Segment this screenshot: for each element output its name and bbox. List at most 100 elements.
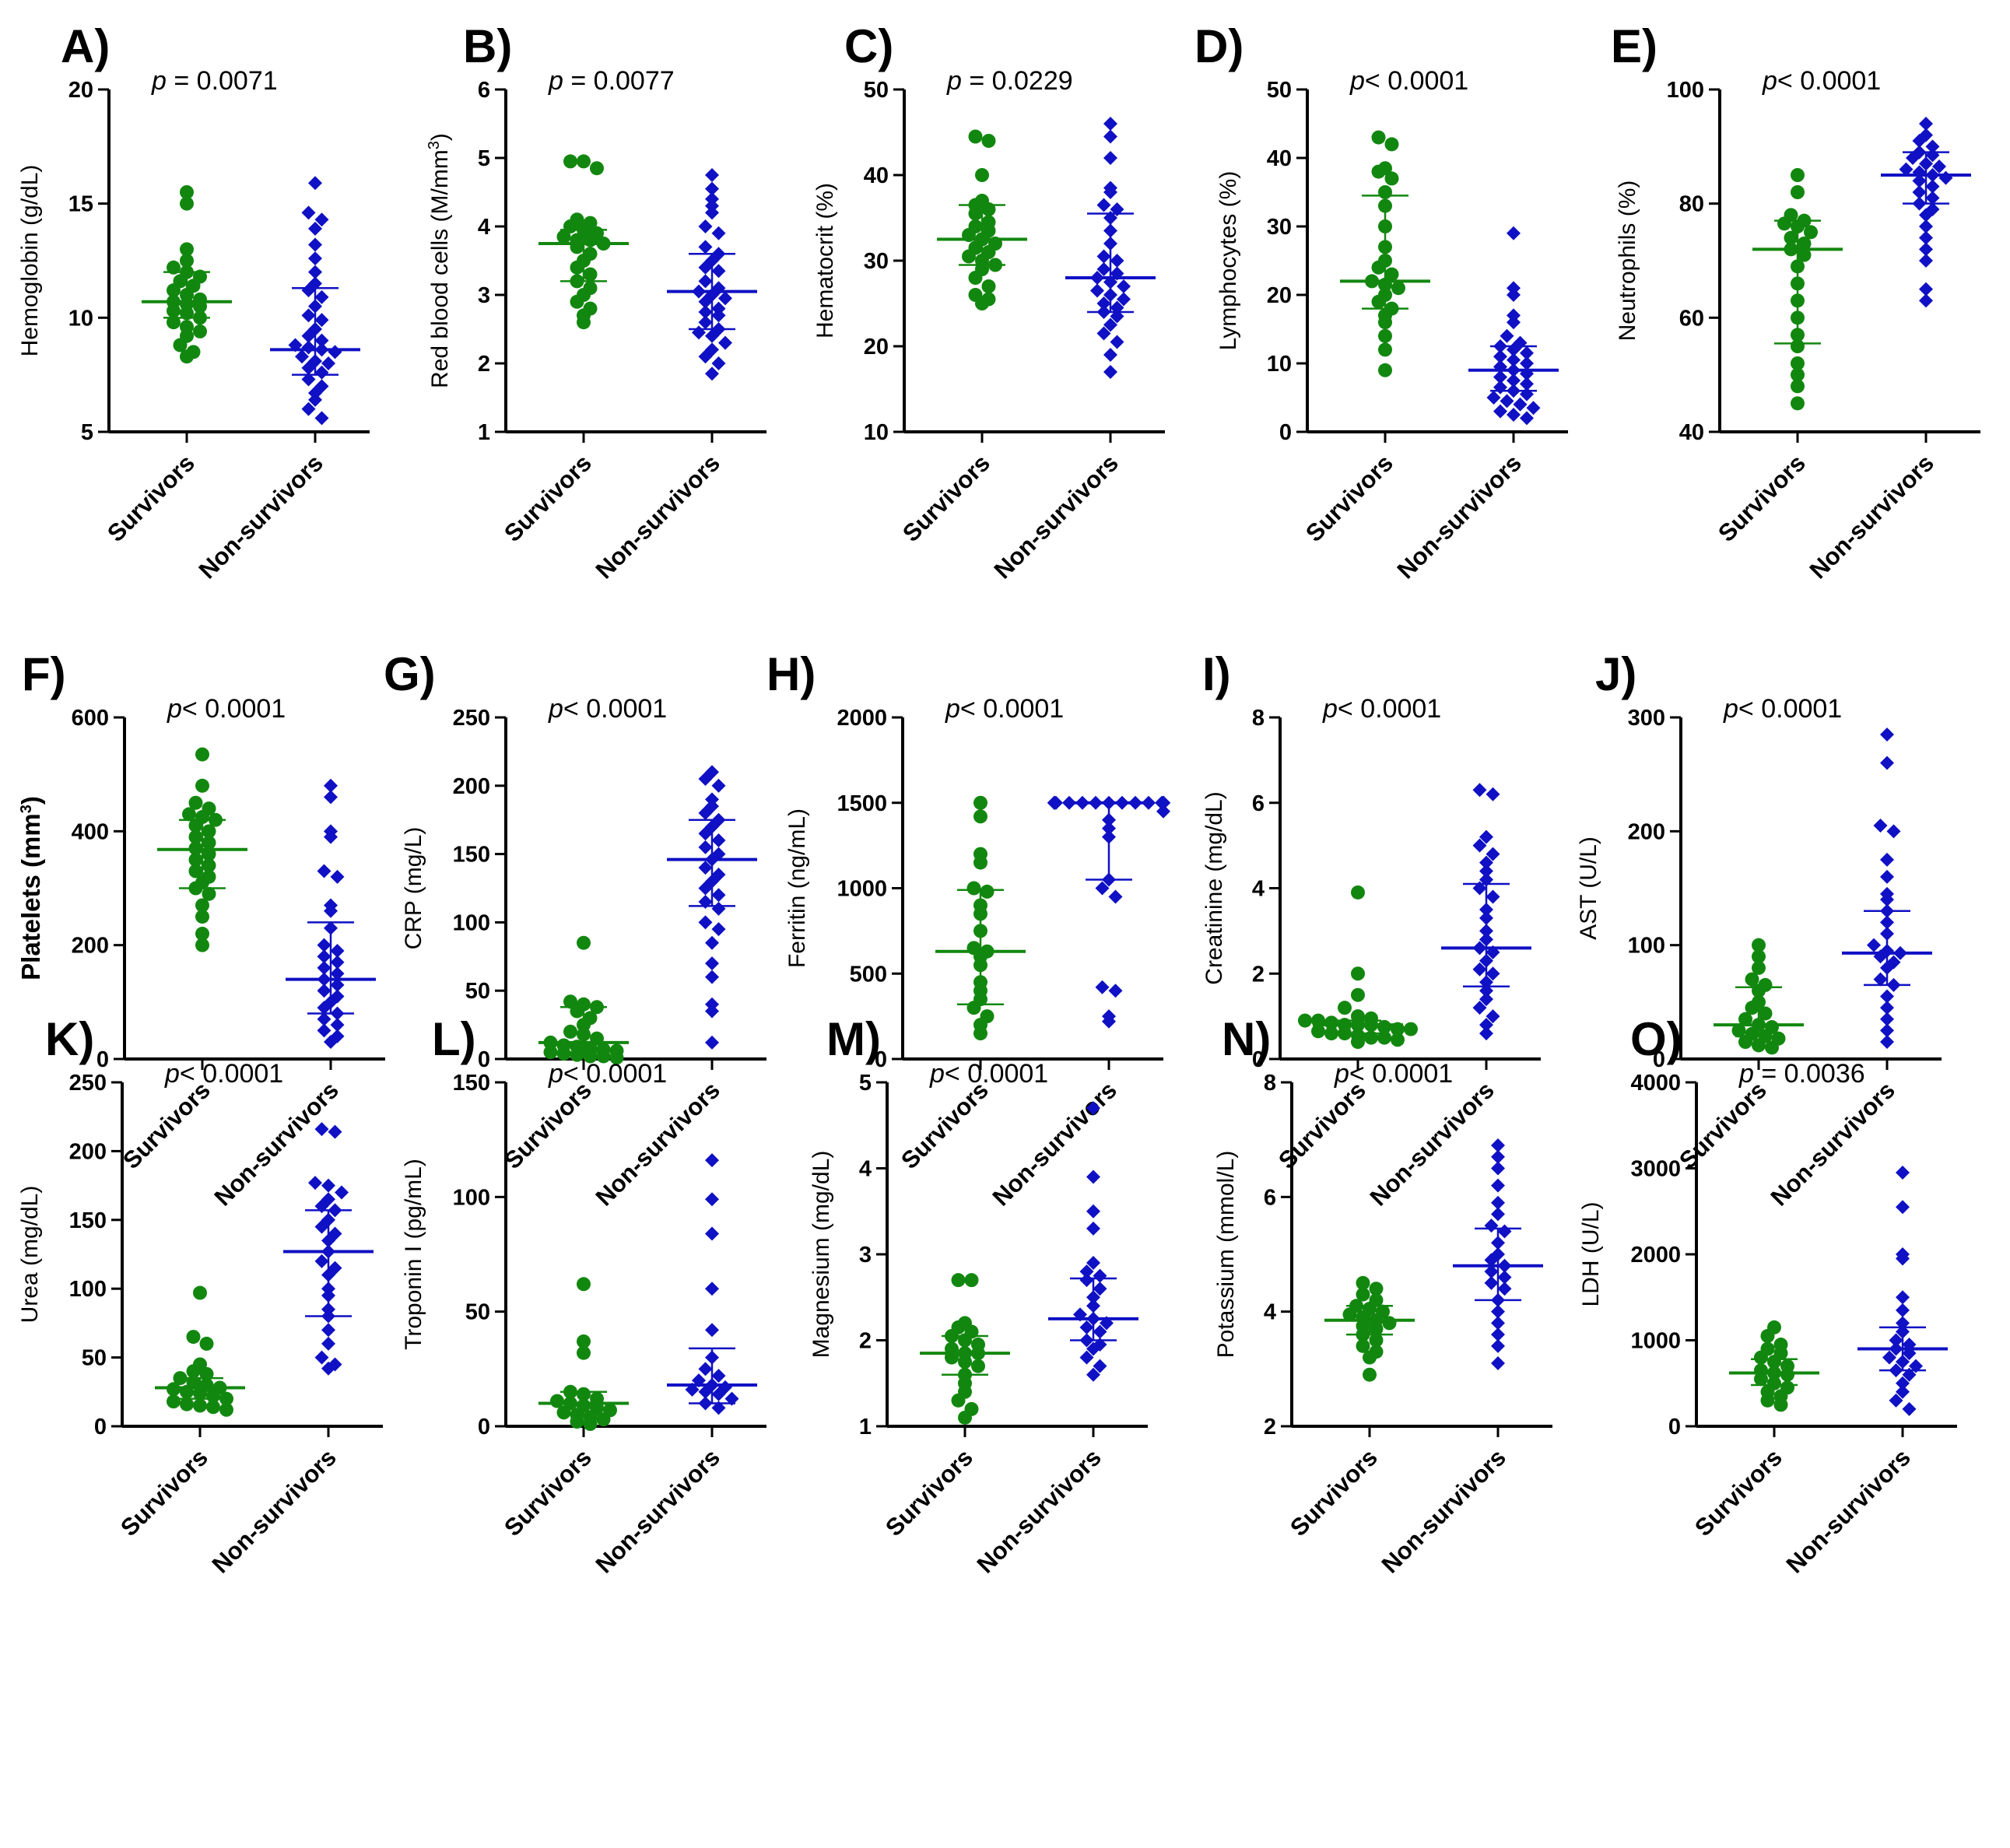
y-axis-label: AST (U/L) — [1576, 836, 1601, 940]
series-survivors — [935, 795, 1026, 1041]
data-point — [1324, 1026, 1338, 1041]
p-value-label: p< 0.0001 — [1349, 66, 1468, 96]
y-tick-label: 0 — [1279, 420, 1292, 445]
data-point — [1760, 1328, 1775, 1343]
data-point — [1486, 1009, 1500, 1024]
data-point — [206, 1400, 220, 1415]
data-point — [1938, 170, 1953, 185]
series-survivors — [538, 935, 629, 1065]
data-point — [1479, 1018, 1493, 1033]
data-point — [193, 324, 207, 338]
panel-letter: A) — [61, 20, 110, 72]
category-label-non-survivors: Non-survivors — [1766, 1076, 1900, 1211]
data-point — [1484, 1219, 1499, 1233]
data-point — [1484, 1264, 1499, 1279]
data-point — [1486, 966, 1500, 981]
series-survivors — [1298, 885, 1418, 1050]
y-tick-label: 100 — [453, 910, 490, 935]
y-tick-label: 3000 — [1630, 1157, 1681, 1182]
data-point — [711, 888, 726, 903]
data-point — [1760, 1393, 1775, 1408]
data-point — [698, 1384, 713, 1399]
data-point — [1919, 219, 1933, 233]
data-point — [330, 977, 345, 992]
data-point — [698, 274, 713, 289]
data-point — [167, 1394, 181, 1409]
data-point — [301, 402, 316, 416]
category-label-survivors: Survivors — [897, 449, 995, 547]
data-point — [1797, 237, 1812, 251]
data-point — [1738, 1012, 1752, 1026]
data-point — [1491, 1355, 1505, 1370]
data-point — [1486, 391, 1501, 405]
data-point — [1486, 889, 1500, 904]
data-point — [1880, 1012, 1894, 1026]
data-point — [563, 154, 577, 169]
data-point — [195, 747, 209, 762]
p-value-label: p = 0.0071 — [151, 66, 278, 96]
data-point — [1880, 1001, 1894, 1015]
data-point — [711, 1387, 726, 1401]
data-point — [314, 333, 329, 348]
panel-letter: J) — [1595, 648, 1636, 700]
data-point — [1382, 1316, 1397, 1331]
y-tick-label: 250 — [453, 706, 490, 731]
data-point — [314, 1254, 329, 1268]
data-point — [1103, 317, 1117, 332]
data-point — [317, 938, 331, 952]
data-point — [167, 303, 181, 318]
data-point — [1889, 1393, 1903, 1408]
y-tick-label: 0 — [1252, 1047, 1265, 1072]
data-point — [324, 790, 338, 805]
p-value-label: p< 0.0001 — [1334, 1059, 1453, 1089]
data-point — [556, 230, 571, 244]
data-point — [193, 1398, 207, 1413]
data-point — [1513, 397, 1528, 412]
data-point — [1479, 1026, 1493, 1041]
y-axis-label: Red blood cells (M/mm3) — [426, 133, 453, 388]
data-point — [1493, 349, 1507, 364]
p-value-label: p< 0.0001 — [1322, 694, 1441, 724]
y-tick-label: 10 — [1267, 352, 1292, 377]
y-tick-label: 500 — [850, 962, 887, 987]
data-point — [1791, 396, 1805, 411]
data-point — [1156, 795, 1170, 810]
panel-j: J) p< 0.0001 0 100 200 300 AST (U/L) SurvivorsN… — [1576, 648, 1942, 1212]
y-axis-label: Hematocrit (%) — [812, 183, 838, 338]
data-point — [186, 1330, 201, 1345]
data-point — [1093, 1359, 1107, 1373]
data-point — [1369, 1282, 1384, 1296]
panel-letter: O) — [1630, 1013, 1682, 1065]
data-point — [324, 1035, 338, 1050]
y-tick-label: 40 — [1267, 146, 1292, 171]
data-point — [705, 328, 719, 343]
data-point — [705, 181, 719, 196]
data-point — [1886, 824, 1901, 839]
data-point — [1752, 949, 1766, 964]
data-point — [1500, 394, 1514, 409]
data-point — [1079, 1320, 1094, 1334]
y-tick-label: 20 — [864, 335, 889, 359]
y-axis-label: Troponin I (pg/mL) — [401, 1159, 426, 1350]
data-point — [705, 366, 719, 381]
panel-letter: K) — [45, 1013, 94, 1065]
category-label-survivors: Survivors — [499, 1076, 597, 1174]
data-point — [167, 283, 181, 298]
y-tick-label: 6 — [1264, 1185, 1276, 1210]
data-point — [698, 826, 713, 841]
panel-letter: L) — [432, 1013, 476, 1065]
series-non-survivors — [1065, 117, 1156, 379]
category-label-survivors: Survivors — [1285, 1443, 1383, 1541]
y-tick-label: 1000 — [1630, 1329, 1681, 1354]
y-tick-label: 2000 — [1630, 1243, 1681, 1268]
data-point — [195, 910, 209, 924]
data-point — [577, 1277, 591, 1292]
data-point — [1919, 242, 1933, 257]
data-point — [1378, 315, 1392, 330]
data-point — [193, 1285, 207, 1300]
data-point — [1096, 296, 1111, 310]
data-point — [1391, 281, 1405, 296]
category-label-survivors: Survivors — [1300, 449, 1398, 547]
data-point — [705, 205, 719, 220]
data-point — [971, 1359, 985, 1373]
